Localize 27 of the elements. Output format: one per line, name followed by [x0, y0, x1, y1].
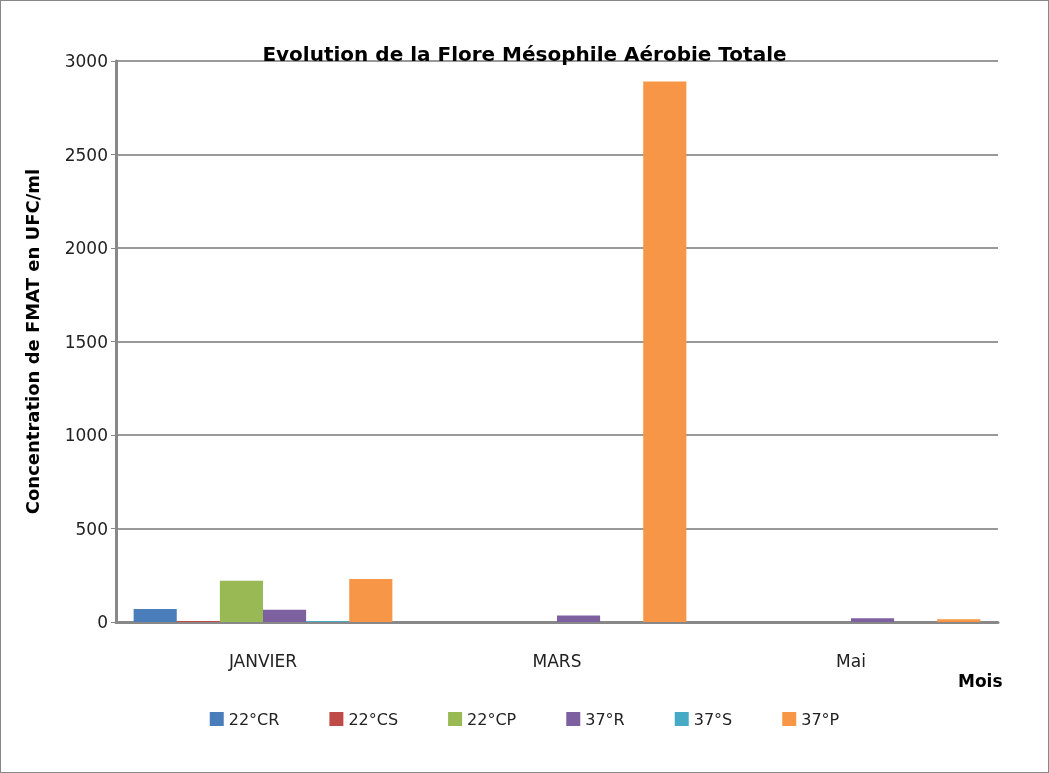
legend-label: 37°S	[693, 709, 733, 729]
x-tick-label: Mai	[836, 650, 866, 671]
legend-label: 37°P	[801, 709, 840, 729]
y-tick-label: 1000	[64, 425, 108, 445]
legend-label: 37°R	[585, 709, 625, 729]
x-axis-title: Mois	[958, 670, 1003, 691]
y-axis-title: Concentration de FMAT en UFC/ml	[21, 168, 43, 515]
bar	[219, 580, 263, 622]
y-tick-label: 3000	[64, 51, 108, 71]
chart-title: Evolution de la Flore Mésophile Aérobie Totale	[262, 42, 787, 66]
y-tick-label: 2500	[64, 144, 108, 165]
bar	[133, 608, 177, 622]
y-tick-label: 2000	[64, 238, 108, 258]
legend-label: 22°CP	[467, 709, 517, 729]
bar	[937, 619, 981, 622]
y-tick-label: 500	[75, 518, 108, 539]
x-tick-label: MARS	[532, 650, 582, 671]
bar	[349, 578, 393, 622]
bar	[851, 618, 895, 622]
bar	[643, 81, 687, 622]
bar	[557, 615, 601, 622]
x-tick-label: JANVIER	[227, 650, 298, 671]
y-tick-label: 1500	[64, 331, 108, 352]
legend-label: 22°CS	[348, 709, 399, 729]
y-tick-label: 0	[97, 612, 108, 632]
legend-label: 22°CR	[228, 709, 280, 729]
bar	[263, 609, 307, 622]
